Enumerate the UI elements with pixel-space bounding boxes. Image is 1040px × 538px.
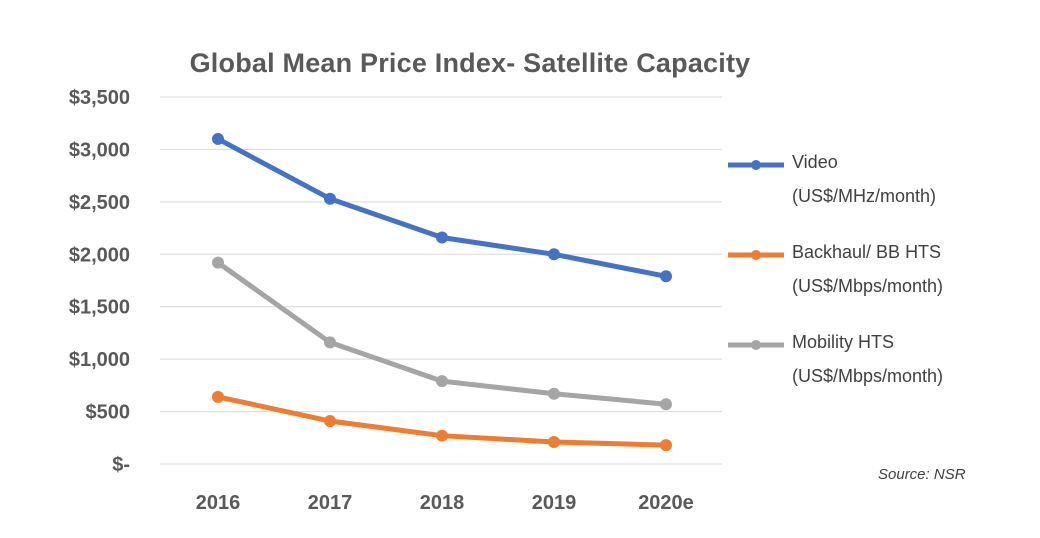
chart-title: Global Mean Price Index- Satellite Capac… [189, 48, 751, 78]
y-tick-label: $3,500 [69, 87, 130, 109]
legend-unit-mobility: (US$/Mbps/month) [792, 366, 944, 386]
data-point-mobility-hts [212, 256, 224, 269]
y-tick-label: $- [112, 454, 130, 476]
data-point-backhaul-bb-hts [548, 435, 560, 448]
legend-label-backhaul: Backhaul/ BB HTS [792, 242, 942, 262]
y-tick-label: $2,500 [69, 192, 130, 214]
legend-swatch-backhaul [726, 248, 786, 262]
y-tick-label: $3,000 [69, 139, 130, 161]
y-tick-label: $2,000 [69, 244, 130, 266]
x-tick-label: 2016 [196, 492, 241, 514]
legend-unit-video: (US$/MHz/month) [792, 186, 937, 206]
data-point-backhaul-bb-hts [324, 415, 336, 428]
data-point-mobility-hts [660, 398, 672, 411]
x-tick-label: 2017 [308, 492, 353, 514]
x-tick-label: 2018 [420, 492, 465, 514]
series-line-video [215, 136, 669, 279]
data-point-video [660, 270, 672, 283]
legend-unit-backhaul: (US$/Mbps/month) [792, 276, 944, 296]
legend-swatch-video [726, 158, 786, 172]
source-note: Source: NSR [878, 466, 966, 483]
data-point-video [436, 231, 448, 244]
y-tick-label: $1,500 [69, 297, 130, 319]
data-point-backhaul-bb-hts [436, 429, 448, 442]
legend-swatch-mobility [726, 338, 786, 352]
legend-item-backhaul: Backhaul/ BB HTS (US$/Mbps/month) [722, 242, 1022, 332]
data-point-video [324, 192, 336, 205]
legend-label-video: Video [792, 152, 838, 172]
x-tick-label: 2019 [532, 492, 577, 514]
data-point-video [212, 132, 224, 145]
data-point-mobility-hts [548, 387, 560, 400]
data-point-backhaul-bb-hts [212, 390, 224, 403]
y-tick-label: $1,000 [69, 349, 130, 371]
data-point-mobility-hts [324, 336, 336, 349]
data-point-video [548, 248, 560, 261]
legend-item-video: Video (US$/MHz/month) [722, 152, 1022, 242]
legend: Video (US$/MHz/month) Backhaul/ BB HTS (… [722, 152, 1022, 422]
y-tick-label: $500 [86, 402, 131, 424]
legend-item-mobility: Mobility HTS (US$/Mbps/month) [722, 332, 1022, 422]
legend-label-mobility: Mobility HTS [792, 332, 895, 352]
data-point-backhaul-bb-hts [660, 439, 672, 452]
data-point-mobility-hts [436, 375, 448, 388]
x-tick-label: 2020e [638, 492, 694, 514]
